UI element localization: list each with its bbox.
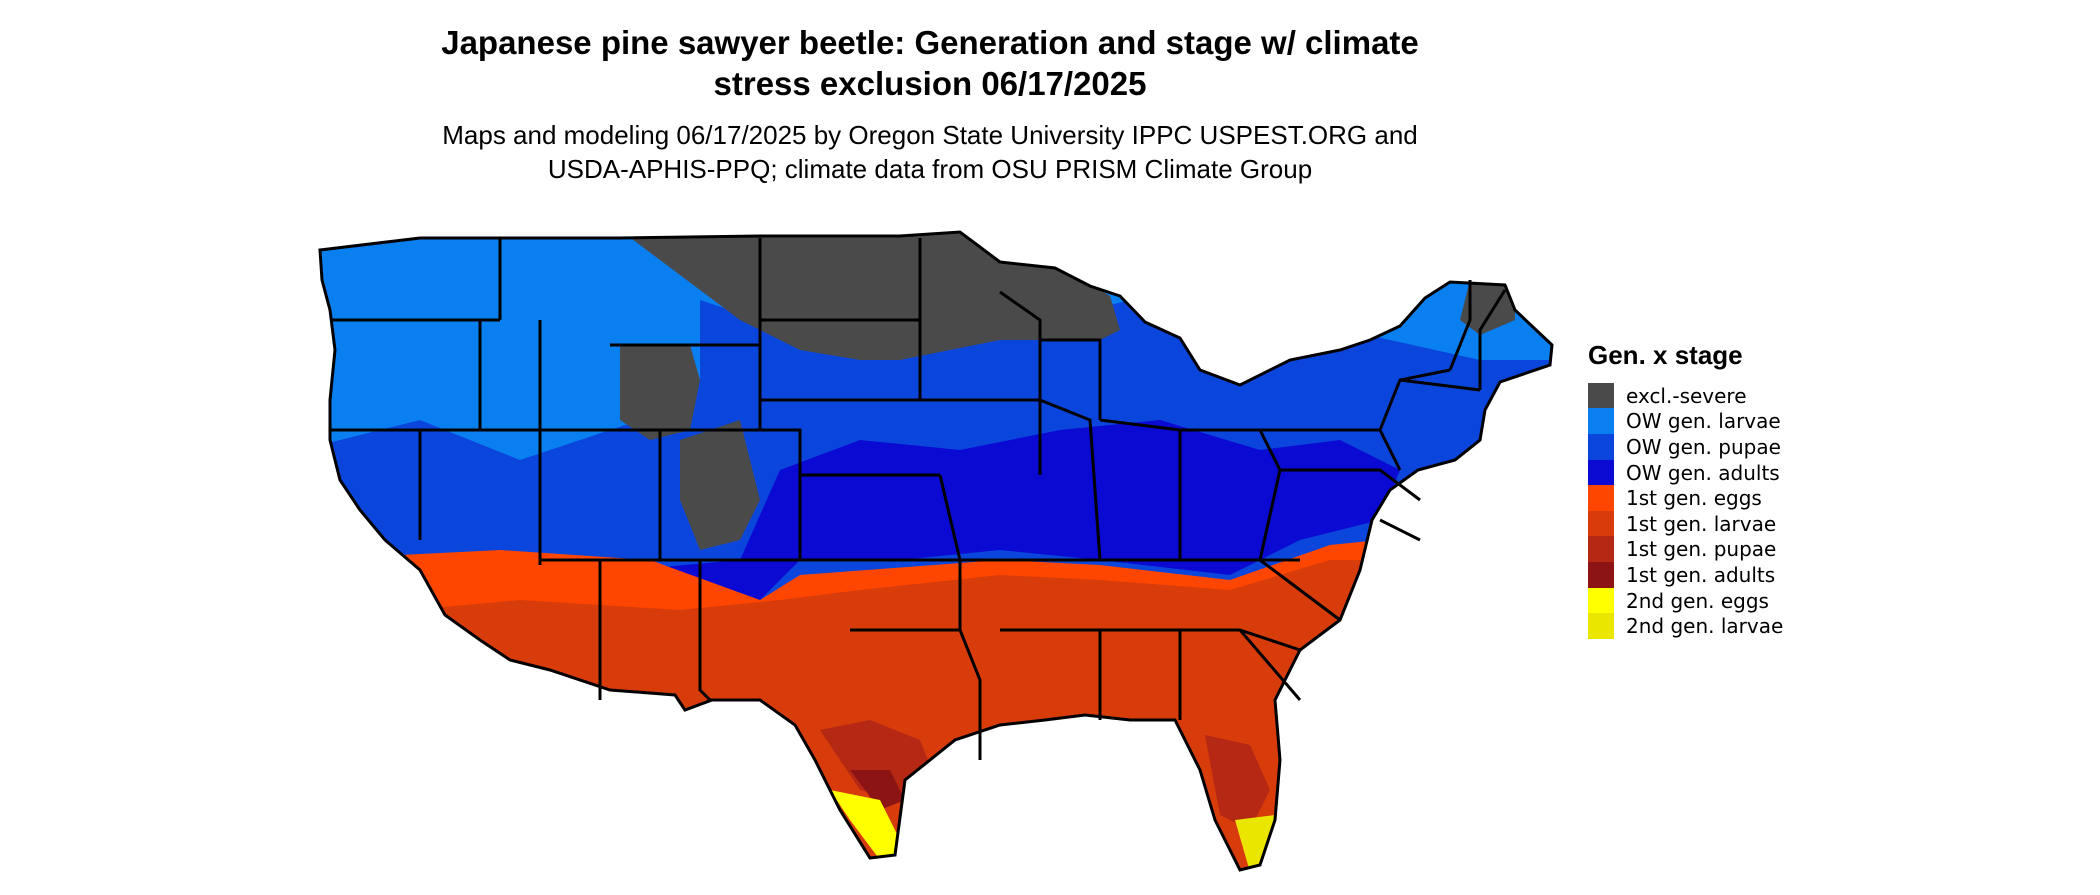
- legend-label: 2nd gen. larvae: [1626, 614, 1784, 639]
- region-excluded-rockies: [620, 345, 700, 440]
- region-1st-gen-adults: [850, 770, 905, 810]
- legend-swatch: [1588, 459, 1614, 486]
- map-title-line-2: stress exclusion 06/17/2025: [713, 65, 1147, 102]
- legend-item: 1st gen. pupae: [1588, 536, 1783, 563]
- region-2nd-gen-eggs: [830, 790, 905, 860]
- legend-item: 2nd gen. eggs: [1588, 587, 1783, 614]
- legend-item: OW gen. adults: [1588, 459, 1783, 486]
- legend-swatch: [1588, 613, 1614, 640]
- legend-label: 1st gen. larvae: [1626, 511, 1777, 536]
- legend-swatch: [1588, 536, 1614, 563]
- legend-item: 2nd gen. larvae: [1588, 613, 1784, 640]
- legend-swatch: [1588, 433, 1614, 460]
- legend-swatch: [1588, 408, 1614, 435]
- region-1st-gen-pupae-florida: [1205, 735, 1270, 830]
- legend-label: 1st gen. eggs: [1626, 486, 1762, 511]
- legend-item: 1st gen. adults: [1588, 561, 1783, 588]
- region-excluded-colorado: [680, 420, 760, 550]
- legend-swatch: [1588, 382, 1614, 409]
- legend-items: excl.-severe OW gen. larvae OW gen. pupa…: [1588, 382, 1784, 640]
- legend-swatch: [1588, 587, 1614, 614]
- legend-label: OW gen. adults: [1626, 460, 1780, 485]
- legend-label: OW gen. pupae: [1626, 434, 1781, 459]
- us-outline: [318, 230, 1554, 872]
- legend-title: Gen. x stage: [1588, 340, 1743, 370]
- legend-item: excl.-severe: [1588, 382, 1783, 409]
- map-header: Japanese pine sawyer beetle: Generation …: [0, 22, 1860, 186]
- state-lines-central: [800, 238, 1182, 760]
- map-title-line-1: Japanese pine sawyer beetle: Generation …: [441, 24, 1419, 61]
- map-fill-regions: [320, 232, 1552, 870]
- legend-swatch: [1588, 561, 1614, 588]
- region-ow-adults: [320, 420, 1400, 620]
- legend: Gen. x stage excl.-severe OW gen. larvae…: [1588, 340, 1784, 640]
- map-subtitle-line-2: USDA-APHIS-PPQ; climate data from OSU PR…: [547, 154, 1313, 184]
- state-lines-west: [330, 238, 940, 702]
- legend-item: OW gen. pupae: [1588, 433, 1783, 460]
- legend-label: 1st gen. adults: [1626, 562, 1776, 587]
- legend-swatch: [1588, 485, 1614, 512]
- legend-item: 1st gen. eggs: [1588, 485, 1783, 512]
- legend-label: excl.-severe: [1626, 383, 1747, 408]
- region-excluded-north: [620, 232, 1120, 360]
- map-subtitle: Maps and modeling 06/17/2025 by Oregon S…: [0, 118, 1860, 186]
- map-subtitle-line-1: Maps and modeling 06/17/2025 by Oregon S…: [442, 120, 1418, 150]
- legend-label: 1st gen. pupae: [1626, 537, 1777, 562]
- us-stage-map: [318, 230, 1554, 872]
- legend-label: 2nd gen. eggs: [1626, 588, 1769, 613]
- legend-item: 1st gen. larvae: [1588, 510, 1783, 537]
- state-lines-east: [1180, 280, 1507, 701]
- map-title: Japanese pine sawyer beetle: Generation …: [0, 22, 1860, 104]
- legend-label: OW gen. larvae: [1626, 409, 1781, 434]
- legend-swatch: [1588, 510, 1614, 537]
- legend-item: OW gen. larvae: [1588, 408, 1783, 435]
- state-borders: [318, 230, 1554, 872]
